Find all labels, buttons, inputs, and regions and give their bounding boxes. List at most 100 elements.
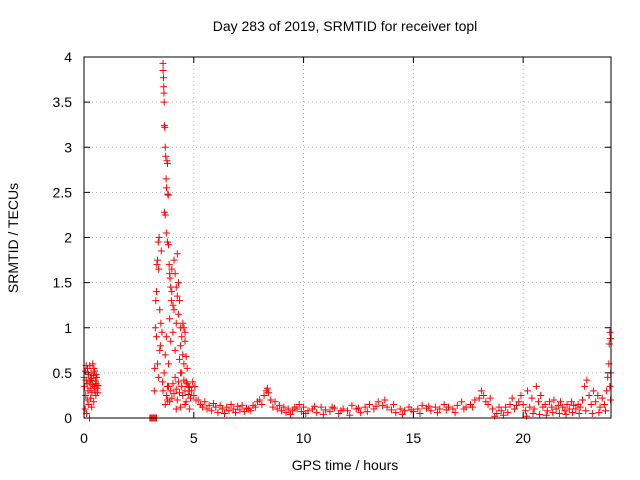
data-point — [263, 384, 271, 392]
data-point — [282, 409, 290, 417]
data-point — [181, 337, 189, 345]
data-point — [173, 250, 181, 258]
data-point — [491, 412, 499, 420]
data-point — [317, 403, 325, 411]
data-point — [576, 403, 584, 411]
data-point — [594, 391, 602, 399]
data-point — [552, 405, 560, 413]
data-point — [182, 353, 190, 361]
data-point — [524, 387, 532, 395]
data-point — [83, 396, 91, 404]
data-point — [286, 410, 294, 418]
data-point — [387, 406, 395, 414]
data-point — [326, 408, 334, 416]
data-point — [602, 407, 610, 415]
data-point — [475, 394, 483, 402]
data-point — [549, 409, 557, 417]
data-point — [88, 381, 96, 389]
data-point — [156, 306, 164, 314]
data-point — [174, 310, 182, 318]
data-point — [251, 403, 259, 411]
data-point — [169, 380, 177, 388]
y-tick-label: 3 — [64, 139, 72, 155]
data-point — [592, 398, 600, 406]
grid — [84, 57, 611, 418]
data-point — [311, 402, 319, 410]
data-point — [169, 301, 177, 309]
data-point — [92, 380, 100, 388]
data-point — [247, 407, 255, 415]
data-point — [471, 396, 479, 404]
data-point — [170, 306, 178, 314]
x-tick-label: 0 — [80, 430, 88, 446]
data-point — [165, 360, 173, 368]
data-point — [390, 400, 398, 408]
data-point — [238, 401, 246, 409]
data-point — [157, 247, 165, 255]
data-point — [151, 364, 159, 372]
data-point — [81, 405, 89, 413]
data-point — [191, 382, 199, 390]
data-point — [273, 405, 281, 413]
data-point — [264, 389, 272, 397]
data-point — [218, 405, 226, 413]
data-point — [319, 410, 327, 418]
data-point — [155, 265, 163, 273]
data-point — [392, 409, 400, 417]
data-point — [361, 403, 369, 411]
data-point — [379, 401, 387, 409]
data-point — [214, 409, 222, 417]
data-point — [173, 292, 181, 300]
data-point — [162, 333, 170, 341]
data-point — [94, 382, 102, 390]
y-tick-label: 2 — [64, 230, 72, 246]
data-point — [171, 346, 179, 354]
data-point — [160, 83, 168, 91]
data-point — [427, 407, 435, 415]
data-point — [605, 340, 613, 348]
data-point — [451, 409, 459, 417]
data-point — [172, 385, 180, 393]
data-point — [563, 400, 571, 408]
data-point — [171, 373, 179, 381]
data-point — [416, 409, 424, 417]
data-point — [570, 401, 578, 409]
data-point — [155, 234, 163, 241]
y-axis-label: SRMTID / TECUs — [5, 183, 21, 293]
data-point — [164, 191, 172, 199]
data-point — [284, 405, 292, 413]
data-point — [179, 351, 187, 359]
y-tick-label: 3.5 — [53, 94, 73, 110]
data-point — [159, 59, 167, 67]
y-tick-label: 0.5 — [53, 365, 73, 381]
data-point — [515, 398, 523, 406]
data-point — [278, 407, 286, 415]
x-tick-labels: 0 5 10 15 20 — [80, 430, 531, 446]
data-point — [401, 407, 409, 415]
data-point — [161, 400, 169, 408]
y-tick-label: 2.5 — [53, 184, 73, 200]
data-point — [504, 409, 512, 417]
data-point — [513, 401, 521, 409]
data-point — [275, 401, 283, 409]
data-point — [178, 382, 186, 390]
data-point — [260, 391, 268, 399]
data-point — [543, 407, 551, 415]
data-point — [90, 364, 98, 372]
data-point — [89, 372, 97, 380]
y-tick-labels: 0 0.5 1 1.5 2 2.5 3 3.5 4 — [53, 49, 73, 426]
data-point — [216, 401, 224, 409]
data-point — [280, 403, 288, 411]
data-point — [293, 405, 301, 413]
data-point — [372, 402, 380, 410]
data-point — [162, 391, 170, 399]
data-point — [181, 400, 189, 408]
x-tick-label: 15 — [406, 430, 422, 446]
data-point — [162, 229, 170, 237]
data-point — [227, 400, 235, 408]
data-point — [156, 346, 164, 354]
data-point — [151, 324, 159, 332]
data-point — [177, 342, 185, 350]
data-point — [541, 400, 549, 408]
data-point — [179, 319, 187, 327]
